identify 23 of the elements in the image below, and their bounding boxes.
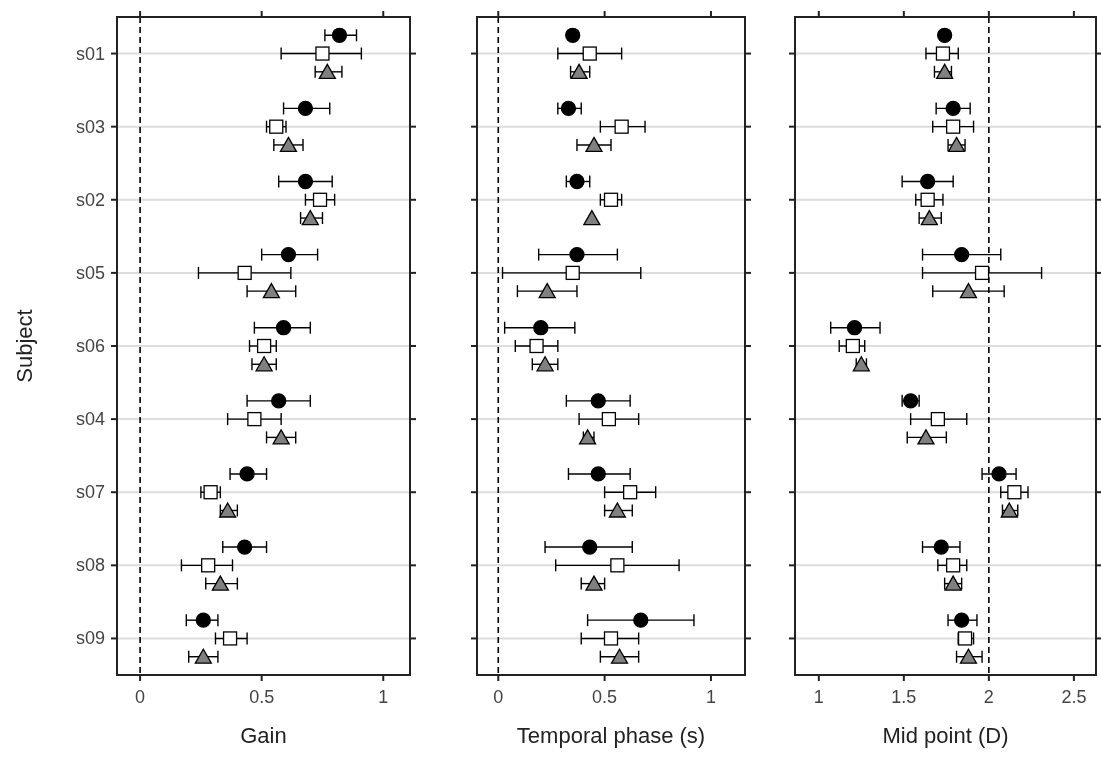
x-tick-label: 0 [493, 687, 504, 707]
y-tick-label: s05 [75, 262, 105, 283]
x-tick-label: 2 [983, 687, 994, 707]
x-tick-label: 0.5 [249, 687, 275, 707]
x-tick-label: 0 [135, 687, 146, 707]
y-tick-label: s08 [75, 555, 105, 576]
x-tick-label: 1 [378, 687, 389, 707]
x-tick-label: 1.5 [891, 687, 917, 707]
y-tick-label: s07 [75, 482, 105, 503]
x-tick-label: 1 [813, 687, 824, 707]
y-tick-label: s04 [75, 409, 105, 430]
y-axis-title: Subject [12, 309, 37, 383]
x-axis-title: Gain [240, 723, 287, 748]
y-tick-label: s09 [75, 628, 105, 649]
x-axis-title: Mid point (D) [882, 723, 1009, 748]
x-tick-label: 0.5 [592, 687, 618, 707]
x-tick-label: 1 [705, 687, 716, 707]
x-tick-label: 2.5 [1061, 687, 1087, 707]
y-tick-label: s01 [75, 43, 105, 64]
y-tick-label: s06 [75, 336, 105, 356]
y-tick-label: s03 [75, 116, 105, 137]
x-axis-title: Temporal phase (s) [516, 723, 706, 748]
y-tick-label: s02 [75, 189, 105, 210]
